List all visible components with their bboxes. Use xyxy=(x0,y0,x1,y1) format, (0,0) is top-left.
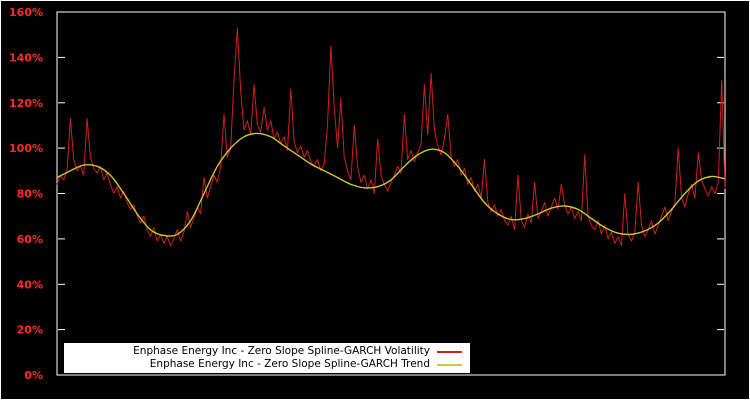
y-tick-label: 140% xyxy=(9,51,43,64)
y-tick-label: 120% xyxy=(9,97,43,110)
legend-volatility-line-sample-icon xyxy=(437,350,462,353)
legend-entry-volatility: Enphase Energy Inc - Zero Slope Spline-G… xyxy=(72,345,462,358)
y-tick-label: 40% xyxy=(17,278,43,291)
trend-line xyxy=(56,132,726,237)
y-tick-label: 100% xyxy=(9,142,43,155)
y-tick-label: 160% xyxy=(9,6,43,19)
y-tick-label: 60% xyxy=(17,233,43,246)
y-tick-label: 0% xyxy=(24,369,43,382)
plot-frame xyxy=(56,11,726,376)
legend-label-volatility: Enphase Energy Inc - Zero Slope Spline-G… xyxy=(133,345,430,357)
legend-label-trend: Enphase Energy Inc - Zero Slope Spline-G… xyxy=(149,358,430,370)
legend-trend-line-sample-icon xyxy=(437,363,462,366)
y-tick-label: 80% xyxy=(17,188,43,201)
volatility-line xyxy=(56,27,726,247)
legend-entry-trend: Enphase Energy Inc - Zero Slope Spline-G… xyxy=(72,358,462,371)
y-tick-label: 20% xyxy=(17,324,43,337)
legend: Enphase Energy Inc - Zero Slope Spline-G… xyxy=(64,343,470,373)
